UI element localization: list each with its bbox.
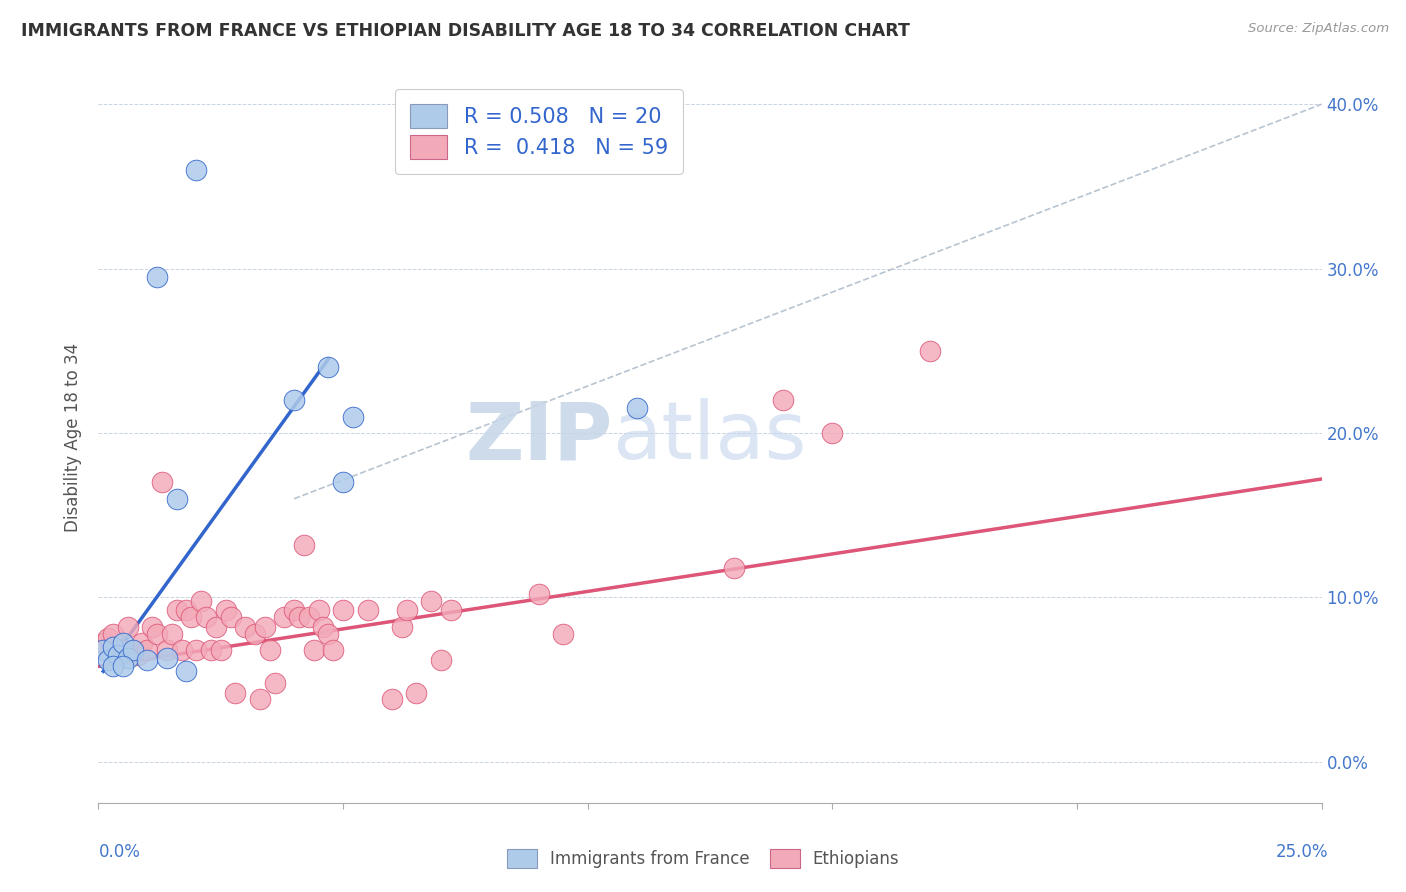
Point xyxy=(420,593,443,607)
Text: ZIP: ZIP xyxy=(465,398,612,476)
Point xyxy=(97,653,120,667)
Point xyxy=(190,593,212,607)
Point xyxy=(136,653,159,667)
Point xyxy=(156,651,179,665)
Point xyxy=(233,620,256,634)
Point xyxy=(292,538,315,552)
Point xyxy=(527,587,550,601)
Point xyxy=(626,401,648,416)
Point xyxy=(111,643,134,657)
Point xyxy=(273,610,295,624)
Point xyxy=(136,643,159,657)
Point xyxy=(312,620,335,634)
Point xyxy=(166,603,188,617)
Point xyxy=(186,643,208,657)
Point xyxy=(111,659,134,673)
Point xyxy=(440,603,463,617)
Y-axis label: Disability Age 18 to 34: Disability Age 18 to 34 xyxy=(65,343,83,532)
Legend: R = 0.508   N = 20, R =  0.418   N = 59: R = 0.508 N = 20, R = 0.418 N = 59 xyxy=(395,89,682,174)
Point xyxy=(249,692,271,706)
Point xyxy=(332,603,354,617)
Point xyxy=(214,603,236,617)
Point xyxy=(111,636,134,650)
Point xyxy=(381,692,404,706)
Point xyxy=(318,626,340,640)
Point xyxy=(302,643,325,657)
Point xyxy=(127,648,149,662)
Point xyxy=(243,626,266,640)
Point xyxy=(200,643,222,657)
Point xyxy=(430,653,453,667)
Point xyxy=(101,626,124,640)
Point xyxy=(205,620,228,634)
Point xyxy=(117,620,139,634)
Point xyxy=(395,603,418,617)
Legend: Immigrants from France, Ethiopians: Immigrants from France, Ethiopians xyxy=(501,842,905,875)
Point xyxy=(107,648,129,662)
Point xyxy=(186,163,208,178)
Point xyxy=(176,665,198,679)
Point xyxy=(283,393,305,408)
Point xyxy=(141,620,163,634)
Point xyxy=(121,643,143,657)
Point xyxy=(283,603,305,617)
Point xyxy=(101,659,124,673)
Point xyxy=(723,560,745,574)
Point xyxy=(166,491,188,506)
Text: Source: ZipAtlas.com: Source: ZipAtlas.com xyxy=(1249,22,1389,36)
Point xyxy=(146,269,169,284)
Point xyxy=(180,610,202,624)
Point xyxy=(209,643,232,657)
Point xyxy=(160,626,183,640)
Point xyxy=(391,620,413,634)
Point xyxy=(117,651,139,665)
Point xyxy=(920,343,942,358)
Point xyxy=(131,636,153,650)
Point xyxy=(91,636,114,650)
Point xyxy=(405,686,427,700)
Point xyxy=(553,626,575,640)
Point xyxy=(91,643,114,657)
Point xyxy=(156,643,179,657)
Point xyxy=(356,603,378,617)
Point xyxy=(101,640,124,654)
Point xyxy=(97,632,120,646)
Point xyxy=(176,603,198,617)
Point xyxy=(253,620,276,634)
Point xyxy=(259,643,281,657)
Point xyxy=(150,475,173,490)
Text: 25.0%: 25.0% xyxy=(1277,843,1329,861)
Text: atlas: atlas xyxy=(612,398,807,476)
Point xyxy=(170,643,193,657)
Point xyxy=(298,610,321,624)
Point xyxy=(342,409,364,424)
Point xyxy=(332,475,354,490)
Point xyxy=(288,610,311,624)
Point xyxy=(263,675,285,690)
Point xyxy=(308,603,330,617)
Text: IMMIGRANTS FROM FRANCE VS ETHIOPIAN DISABILITY AGE 18 TO 34 CORRELATION CHART: IMMIGRANTS FROM FRANCE VS ETHIOPIAN DISA… xyxy=(21,22,910,40)
Point xyxy=(224,686,246,700)
Point xyxy=(121,643,143,657)
Point xyxy=(322,643,344,657)
Point xyxy=(107,643,129,657)
Point xyxy=(772,393,794,408)
Text: 0.0%: 0.0% xyxy=(98,843,141,861)
Point xyxy=(318,360,340,375)
Point xyxy=(195,610,218,624)
Point xyxy=(146,626,169,640)
Point xyxy=(821,425,844,440)
Point xyxy=(219,610,242,624)
